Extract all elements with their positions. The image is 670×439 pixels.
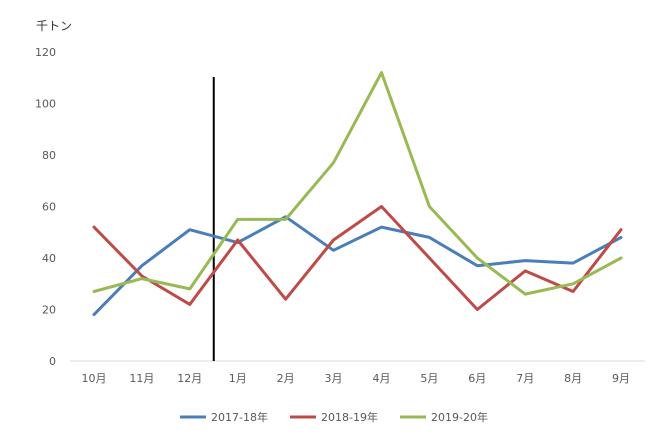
y-tick-label: 40	[42, 252, 56, 265]
y-tick-label: 60	[42, 201, 56, 214]
x-tick-label: 7月	[516, 372, 534, 385]
legend-label-0: 2017-18年	[211, 410, 268, 424]
y-tick-label: 100	[35, 98, 56, 111]
x-tick-label: 12月	[177, 372, 202, 385]
x-tick-label: 3月	[325, 372, 343, 385]
x-tick-label: 6月	[468, 372, 486, 385]
legend-label-2: 2019-20年	[431, 410, 488, 424]
x-tick-label: 5月	[420, 372, 438, 385]
x-tick-label: 10月	[81, 372, 106, 385]
series-line-0	[92, 215, 623, 317]
y-tick-label: 120	[35, 46, 56, 59]
x-axis-ticks: 10月 11月 12月 1月 2月 3月 4月 5月 6月 7月 8月 9月	[81, 372, 630, 385]
x-tick-label: 9月	[612, 372, 630, 385]
series-line-1	[92, 205, 623, 311]
series-layer	[92, 71, 623, 317]
x-tick-label: 2月	[277, 372, 295, 385]
y-tick-label: 80	[42, 149, 56, 162]
series-line-2	[92, 71, 623, 296]
legend-label-1: 2018-19年	[321, 410, 378, 424]
y-axis-ticks: 0 20 40 60 80 100 120	[35, 46, 56, 368]
x-tick-label: 1月	[229, 372, 247, 385]
y-tick-label: 20	[42, 304, 56, 317]
x-tick-label: 11月	[129, 372, 154, 385]
y-tick-label: 0	[49, 355, 56, 368]
legend: 2017-18年 2018-19年 2019-20年	[180, 410, 488, 424]
x-tick-label: 8月	[564, 372, 582, 385]
unit-label: 千トン	[36, 19, 72, 33]
x-tick-label: 4月	[372, 372, 390, 385]
